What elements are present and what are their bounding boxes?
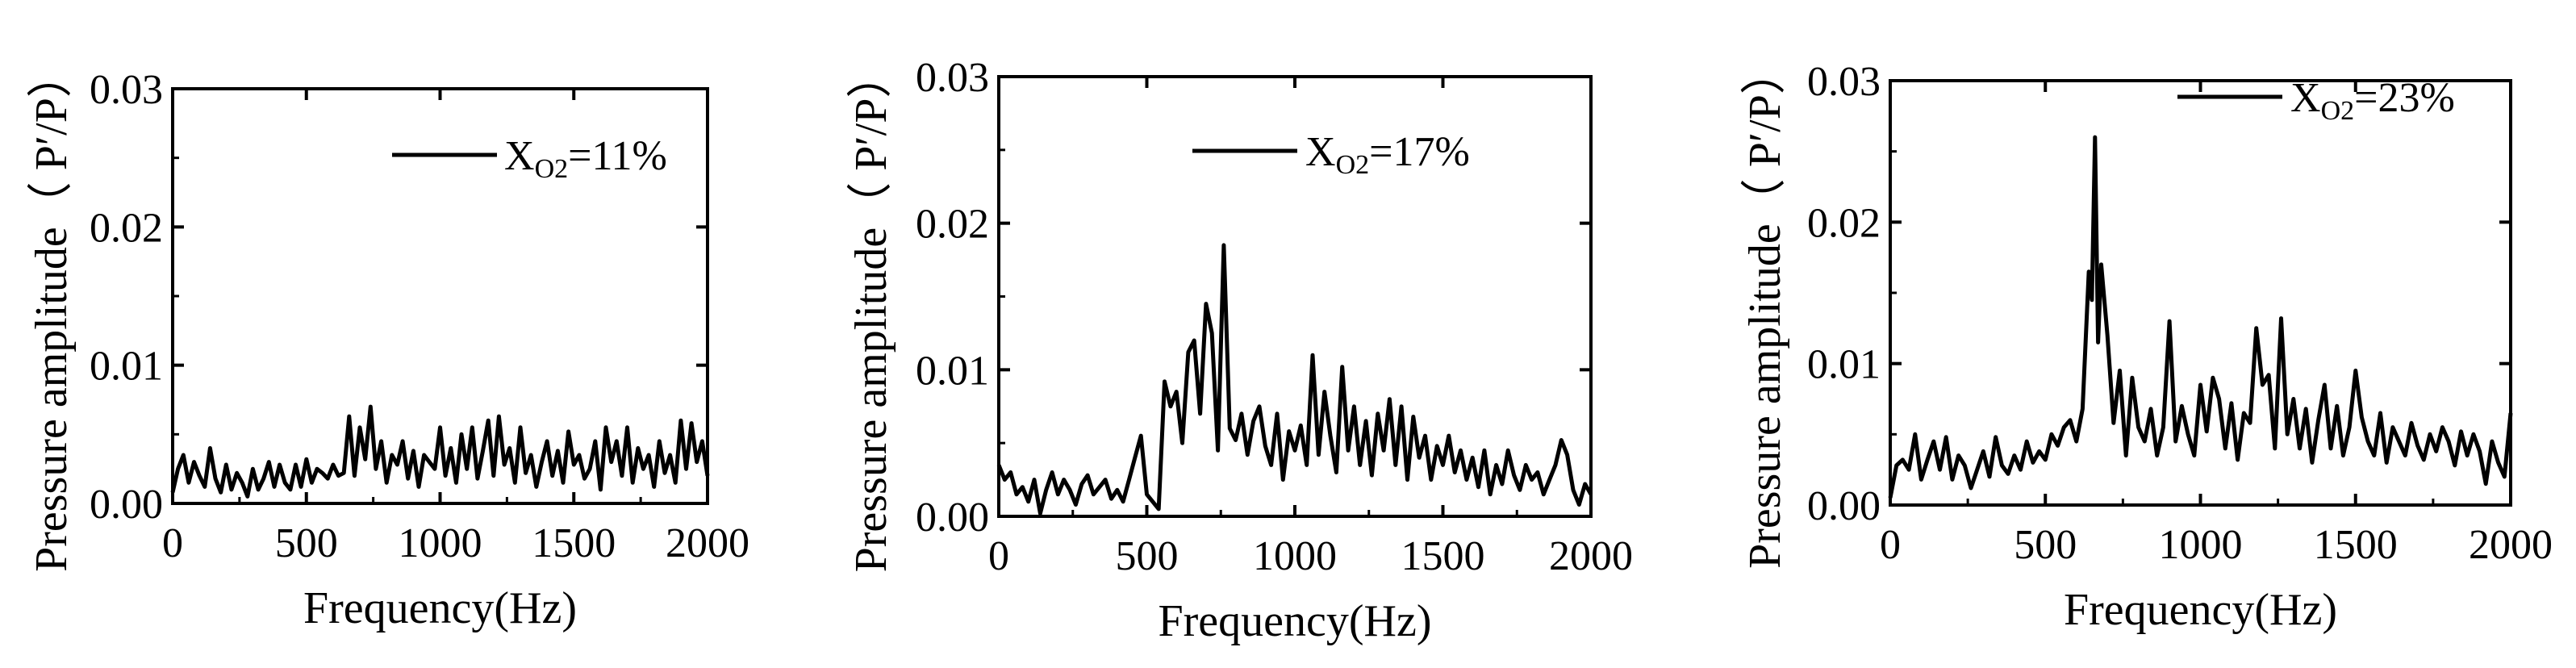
chart-panel-3: 0 500 1000 1500 2000 0.00 0.01 0.02 0.03 Frequenc… (1740, 49, 2553, 635)
x-tick-label: 1000 (1253, 533, 1337, 579)
y-tick-label: 0.00 (916, 495, 989, 541)
series-line (996, 243, 1593, 516)
y-axis-label: Pressure amplitude（ P′/P） (27, 52, 77, 572)
legend-value: =11% (568, 133, 667, 179)
x-tick-label: 2000 (666, 520, 749, 566)
legend-label: XO2=23% (2290, 75, 2455, 126)
y-axis-label: Pressure amplitude（ P′/P） (1740, 49, 1790, 569)
legend: XO2=17% (1192, 129, 1470, 180)
x-axis-label: Frequency(Hz) (2064, 585, 2337, 635)
series-line (1888, 135, 2513, 499)
legend: XO2=11% (392, 133, 667, 184)
y-tick-label: 0.03 (90, 67, 163, 113)
x-tick-label: 1500 (2314, 522, 2398, 568)
x-tick-label: 2000 (1549, 533, 1633, 579)
x-tick-label: 1500 (1401, 533, 1485, 579)
x-tick-label: 500 (2014, 522, 2077, 568)
legend-label: XO2=17% (1305, 129, 1470, 180)
x-tick-label: 1500 (532, 520, 616, 566)
legend-subscript: O2 (2321, 96, 2355, 126)
y-tick-label: 0.03 (1807, 59, 1881, 105)
x-tick-label: 1000 (399, 520, 482, 566)
legend-label: XO2=11% (504, 133, 667, 184)
x-tick-label: 0 (1880, 522, 1901, 568)
legend-symbol: X (2290, 75, 2321, 121)
x-tick-label: 500 (275, 520, 338, 566)
x-tick-label: 0 (988, 533, 1009, 579)
y-tick-label: 0.00 (1807, 483, 1881, 529)
legend-value: =23% (2354, 75, 2455, 121)
legend-symbol: X (504, 133, 535, 179)
legend-value: =17% (1369, 129, 1470, 175)
legend-subscript: O2 (535, 154, 569, 184)
y-tick-label: 0.01 (1807, 342, 1881, 388)
x-tick-label: 0 (162, 520, 183, 566)
x-axis-label: Frequency(Hz) (303, 583, 577, 633)
y-tick-label: 0.01 (90, 344, 163, 390)
legend: XO2=23% (2177, 75, 2455, 126)
y-tick-label: 0.02 (916, 202, 989, 248)
legend-symbol: X (1305, 129, 1336, 175)
y-tick-label: 0.02 (90, 205, 163, 251)
series-line (170, 404, 710, 499)
y-tick-label: 0.01 (916, 348, 989, 394)
x-axis-label: Frequency(Hz) (1159, 596, 1432, 646)
x-tick-label: 2000 (2469, 522, 2553, 568)
x-tick-label: 500 (1116, 533, 1179, 579)
y-tick-label: 0.03 (916, 55, 989, 101)
legend-subscript: O2 (1336, 150, 1370, 180)
y-tick-label: 0.02 (1807, 200, 1881, 246)
y-axis-label: Pressure amplitude（ P′/P） (846, 53, 896, 573)
y-tick-label: 0.00 (90, 482, 163, 528)
chart-panel-1: 0 500 1000 1500 2000 0.00 0.01 0.02 0.03 Frequenc… (27, 52, 749, 633)
x-tick-label: 1000 (2159, 522, 2243, 568)
chart-panel-2: 0 500 1000 1500 2000 0.00 0.01 0.02 0.03 Frequenc… (846, 53, 1633, 646)
